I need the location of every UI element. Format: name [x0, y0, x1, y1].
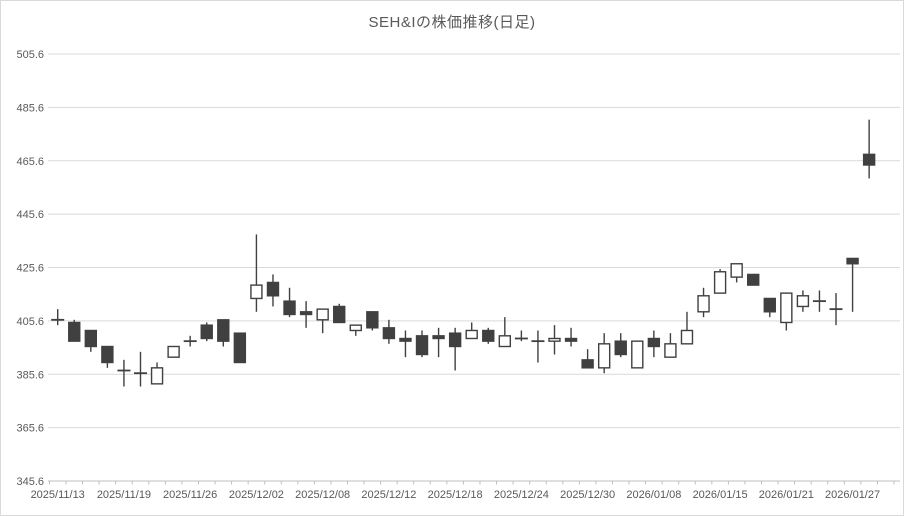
candle-down-10 — [217, 319, 230, 342]
y-axis-tick-label: 345.6 — [16, 476, 44, 488]
x-axis-tick-label: 2026/01/15 — [693, 489, 748, 501]
candle-down-2 — [84, 329, 98, 348]
x-axis-tick-label: 2026/01/21 — [759, 489, 814, 501]
candle-down-14 — [283, 300, 296, 316]
candle-doji-8 — [183, 340, 197, 343]
y-axis-tick-label: 385.6 — [16, 369, 44, 381]
x-axis-tick-label: 2025/12/18 — [428, 489, 483, 501]
x-axis-tick-label: 2025/12/12 — [361, 489, 416, 501]
x-axis-tick-label: 2025/12/30 — [560, 489, 615, 501]
candle-down-31 — [564, 337, 578, 342]
candle-down-15 — [299, 311, 313, 316]
y-axis-tick-label: 465.6 — [16, 156, 44, 168]
candle-up-39 — [697, 295, 710, 313]
candle-up-16 — [316, 308, 329, 321]
candle-down-49 — [862, 153, 876, 166]
candle-down-17 — [333, 305, 346, 324]
candle-doji-47 — [829, 308, 843, 311]
candle-down-34 — [614, 340, 627, 356]
y-axis-tick-label: 425.6 — [16, 263, 44, 275]
candle-down-21 — [399, 337, 412, 342]
candle-down-26 — [482, 329, 495, 342]
candle-down-19 — [366, 311, 379, 329]
candle-down-3 — [101, 345, 114, 364]
candle-doji-0 — [51, 318, 65, 321]
y-axis-tick-label: 445.6 — [16, 209, 44, 221]
candle-up-38 — [680, 329, 694, 345]
candle-up-12 — [250, 284, 263, 300]
candle-up-7 — [167, 345, 180, 358]
candle-down-36 — [647, 337, 661, 348]
x-axis-tick-label: 2025/11/26 — [163, 489, 217, 501]
candle-doji-4 — [117, 369, 131, 372]
candle-down-24 — [448, 332, 462, 348]
candle-up-37 — [664, 343, 677, 358]
candle-up-30 — [548, 337, 561, 342]
candle-down-32 — [581, 359, 594, 369]
candle-down-42 — [747, 273, 760, 286]
x-axis-tick-label: 2025/12/24 — [494, 489, 549, 501]
x-axis-tick-label: 2025/11/19 — [97, 489, 151, 501]
candle-up-41 — [730, 263, 743, 278]
y-axis-tick-label: 365.6 — [16, 423, 44, 435]
candle-doji-29 — [531, 340, 545, 343]
candle-up-44 — [780, 292, 793, 324]
candle-up-35 — [631, 340, 644, 369]
candle-up-33 — [597, 343, 611, 369]
candle-up-6 — [150, 367, 164, 385]
x-axis-tick-label: 2026/01/08 — [626, 489, 681, 501]
x-axis-tick-label: 2025/12/02 — [229, 489, 284, 501]
candle-doji-5 — [134, 372, 147, 375]
candle-down-43 — [763, 297, 776, 313]
candle-up-25 — [465, 329, 478, 340]
y-axis-tick-label: 405.6 — [16, 316, 44, 328]
candle-down-20 — [382, 327, 396, 340]
candle-down-48 — [846, 257, 859, 265]
y-axis-tick-label: 485.6 — [16, 102, 44, 114]
candle-up-18 — [349, 324, 362, 332]
y-axis-tick-label: 505.6 — [16, 49, 44, 61]
candle-down-11 — [233, 332, 247, 364]
candle-doji-28 — [514, 337, 528, 340]
candle-down-13 — [266, 281, 280, 297]
candle-up-27 — [498, 335, 512, 348]
candle-down-1 — [68, 321, 81, 342]
candle-down-23 — [432, 335, 445, 340]
candle-up-45 — [796, 295, 810, 308]
candle-down-22 — [415, 335, 429, 356]
x-axis-tick-label: 2025/11/13 — [31, 489, 85, 501]
chart-title: SEH&Iの株価推移(日足) — [368, 14, 536, 31]
candle-down-9 — [200, 324, 213, 340]
x-axis-tick-label: 2025/12/08 — [295, 489, 350, 501]
x-axis-tick-label: 2026/01/27 — [825, 489, 880, 501]
candle-up-40 — [713, 271, 727, 294]
candle-doji-46 — [812, 300, 826, 303]
